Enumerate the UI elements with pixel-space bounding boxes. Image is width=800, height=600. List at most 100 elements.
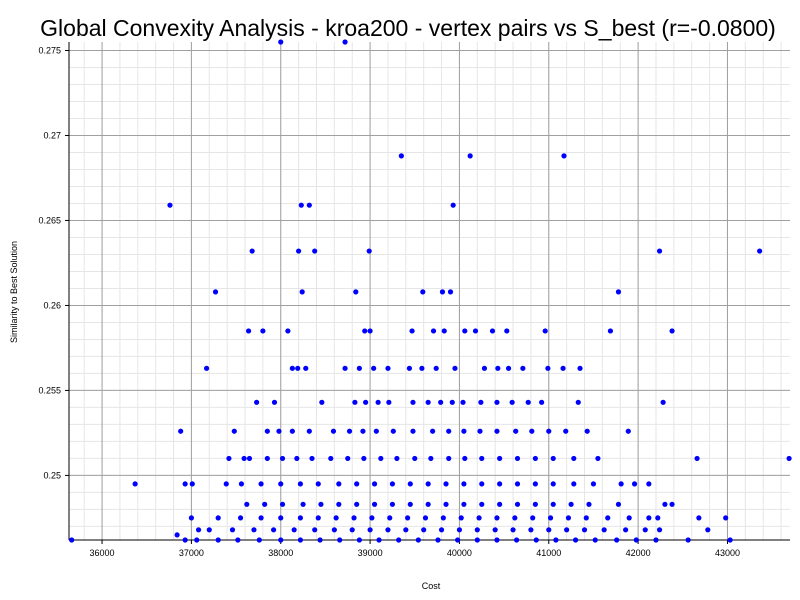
data-point <box>474 527 480 533</box>
data-point <box>433 365 439 371</box>
data-point <box>525 399 531 405</box>
data-point <box>398 153 404 159</box>
data-point <box>206 527 212 533</box>
data-point <box>625 428 631 434</box>
data-point <box>352 399 358 405</box>
data-point <box>592 537 598 543</box>
data-point <box>369 515 375 521</box>
data-point <box>660 399 666 405</box>
data-point <box>481 365 488 371</box>
data-point <box>315 481 321 487</box>
data-point <box>546 428 552 434</box>
data-point <box>653 537 659 543</box>
data-point <box>328 455 334 462</box>
data-point <box>349 527 355 533</box>
data-point <box>405 515 411 521</box>
data-point <box>390 428 396 434</box>
x-tick-label: 38000 <box>268 548 293 558</box>
data-point <box>461 481 467 487</box>
data-point <box>246 455 253 462</box>
data-point <box>285 328 291 334</box>
data-point <box>297 537 303 543</box>
x-tick-label: 39000 <box>358 548 383 558</box>
data-point <box>271 399 278 405</box>
data-point <box>363 399 369 405</box>
data-point <box>421 527 427 533</box>
data-points <box>69 39 792 543</box>
data-point <box>607 328 614 334</box>
data-point <box>646 481 652 487</box>
data-point <box>256 537 262 543</box>
data-point <box>356 365 362 371</box>
data-point <box>467 153 473 159</box>
data-point <box>494 515 500 521</box>
data-point <box>425 481 431 487</box>
data-point <box>456 527 463 533</box>
data-point <box>385 365 391 371</box>
data-point <box>530 515 536 521</box>
data-point <box>295 365 301 371</box>
data-point <box>428 455 434 462</box>
data-point <box>215 537 221 543</box>
data-point <box>430 428 436 434</box>
data-point <box>229 527 236 533</box>
data-point <box>238 481 245 487</box>
data-point <box>568 501 574 507</box>
data-point <box>553 537 559 543</box>
data-point <box>306 428 312 434</box>
data-point <box>532 501 538 507</box>
data-point <box>586 501 592 507</box>
data-point <box>489 328 496 334</box>
data-point <box>479 481 485 487</box>
data-point <box>656 527 663 533</box>
data-point <box>403 527 409 533</box>
data-point <box>563 428 569 434</box>
data-point <box>539 399 545 405</box>
data-point <box>378 455 384 462</box>
data-point <box>560 365 566 371</box>
data-point <box>203 365 210 371</box>
data-point <box>461 501 467 507</box>
data-point <box>455 537 461 543</box>
data-point <box>626 515 632 521</box>
data-point <box>510 527 516 533</box>
data-point <box>231 428 237 434</box>
data-point <box>505 365 512 371</box>
data-point <box>174 532 180 538</box>
data-point <box>407 481 413 487</box>
x-axis-ticks: 36000 37000 38000 39000 40000 41000 42000 43000 <box>90 540 740 558</box>
data-point <box>581 527 588 533</box>
data-point <box>458 515 464 521</box>
x-tick-label: 36000 <box>90 548 115 558</box>
data-point <box>342 39 348 45</box>
data-point <box>409 328 415 334</box>
data-point <box>479 455 485 462</box>
data-point <box>425 399 431 405</box>
data-point <box>446 455 452 462</box>
data-point <box>583 515 589 521</box>
data-point <box>571 455 577 462</box>
data-point <box>298 202 304 208</box>
data-point <box>367 328 373 334</box>
y-tick-label: 0.265 <box>38 215 61 225</box>
y-tick-label: 0.255 <box>38 385 61 395</box>
data-point <box>631 481 638 487</box>
data-point <box>178 428 184 434</box>
data-point <box>410 428 416 434</box>
data-point <box>633 537 639 543</box>
data-point <box>529 428 535 434</box>
data-point <box>443 501 449 507</box>
data-point <box>449 399 455 405</box>
data-point <box>291 527 297 533</box>
data-point <box>278 537 284 543</box>
data-point <box>396 537 402 543</box>
data-point <box>513 428 519 434</box>
data-point <box>478 399 484 405</box>
x-tick-label: 40000 <box>447 548 472 558</box>
major-grid <box>69 42 790 540</box>
data-point <box>696 515 702 521</box>
data-point <box>723 515 729 521</box>
data-point <box>249 248 255 254</box>
data-point <box>601 527 607 533</box>
data-point <box>494 428 500 434</box>
